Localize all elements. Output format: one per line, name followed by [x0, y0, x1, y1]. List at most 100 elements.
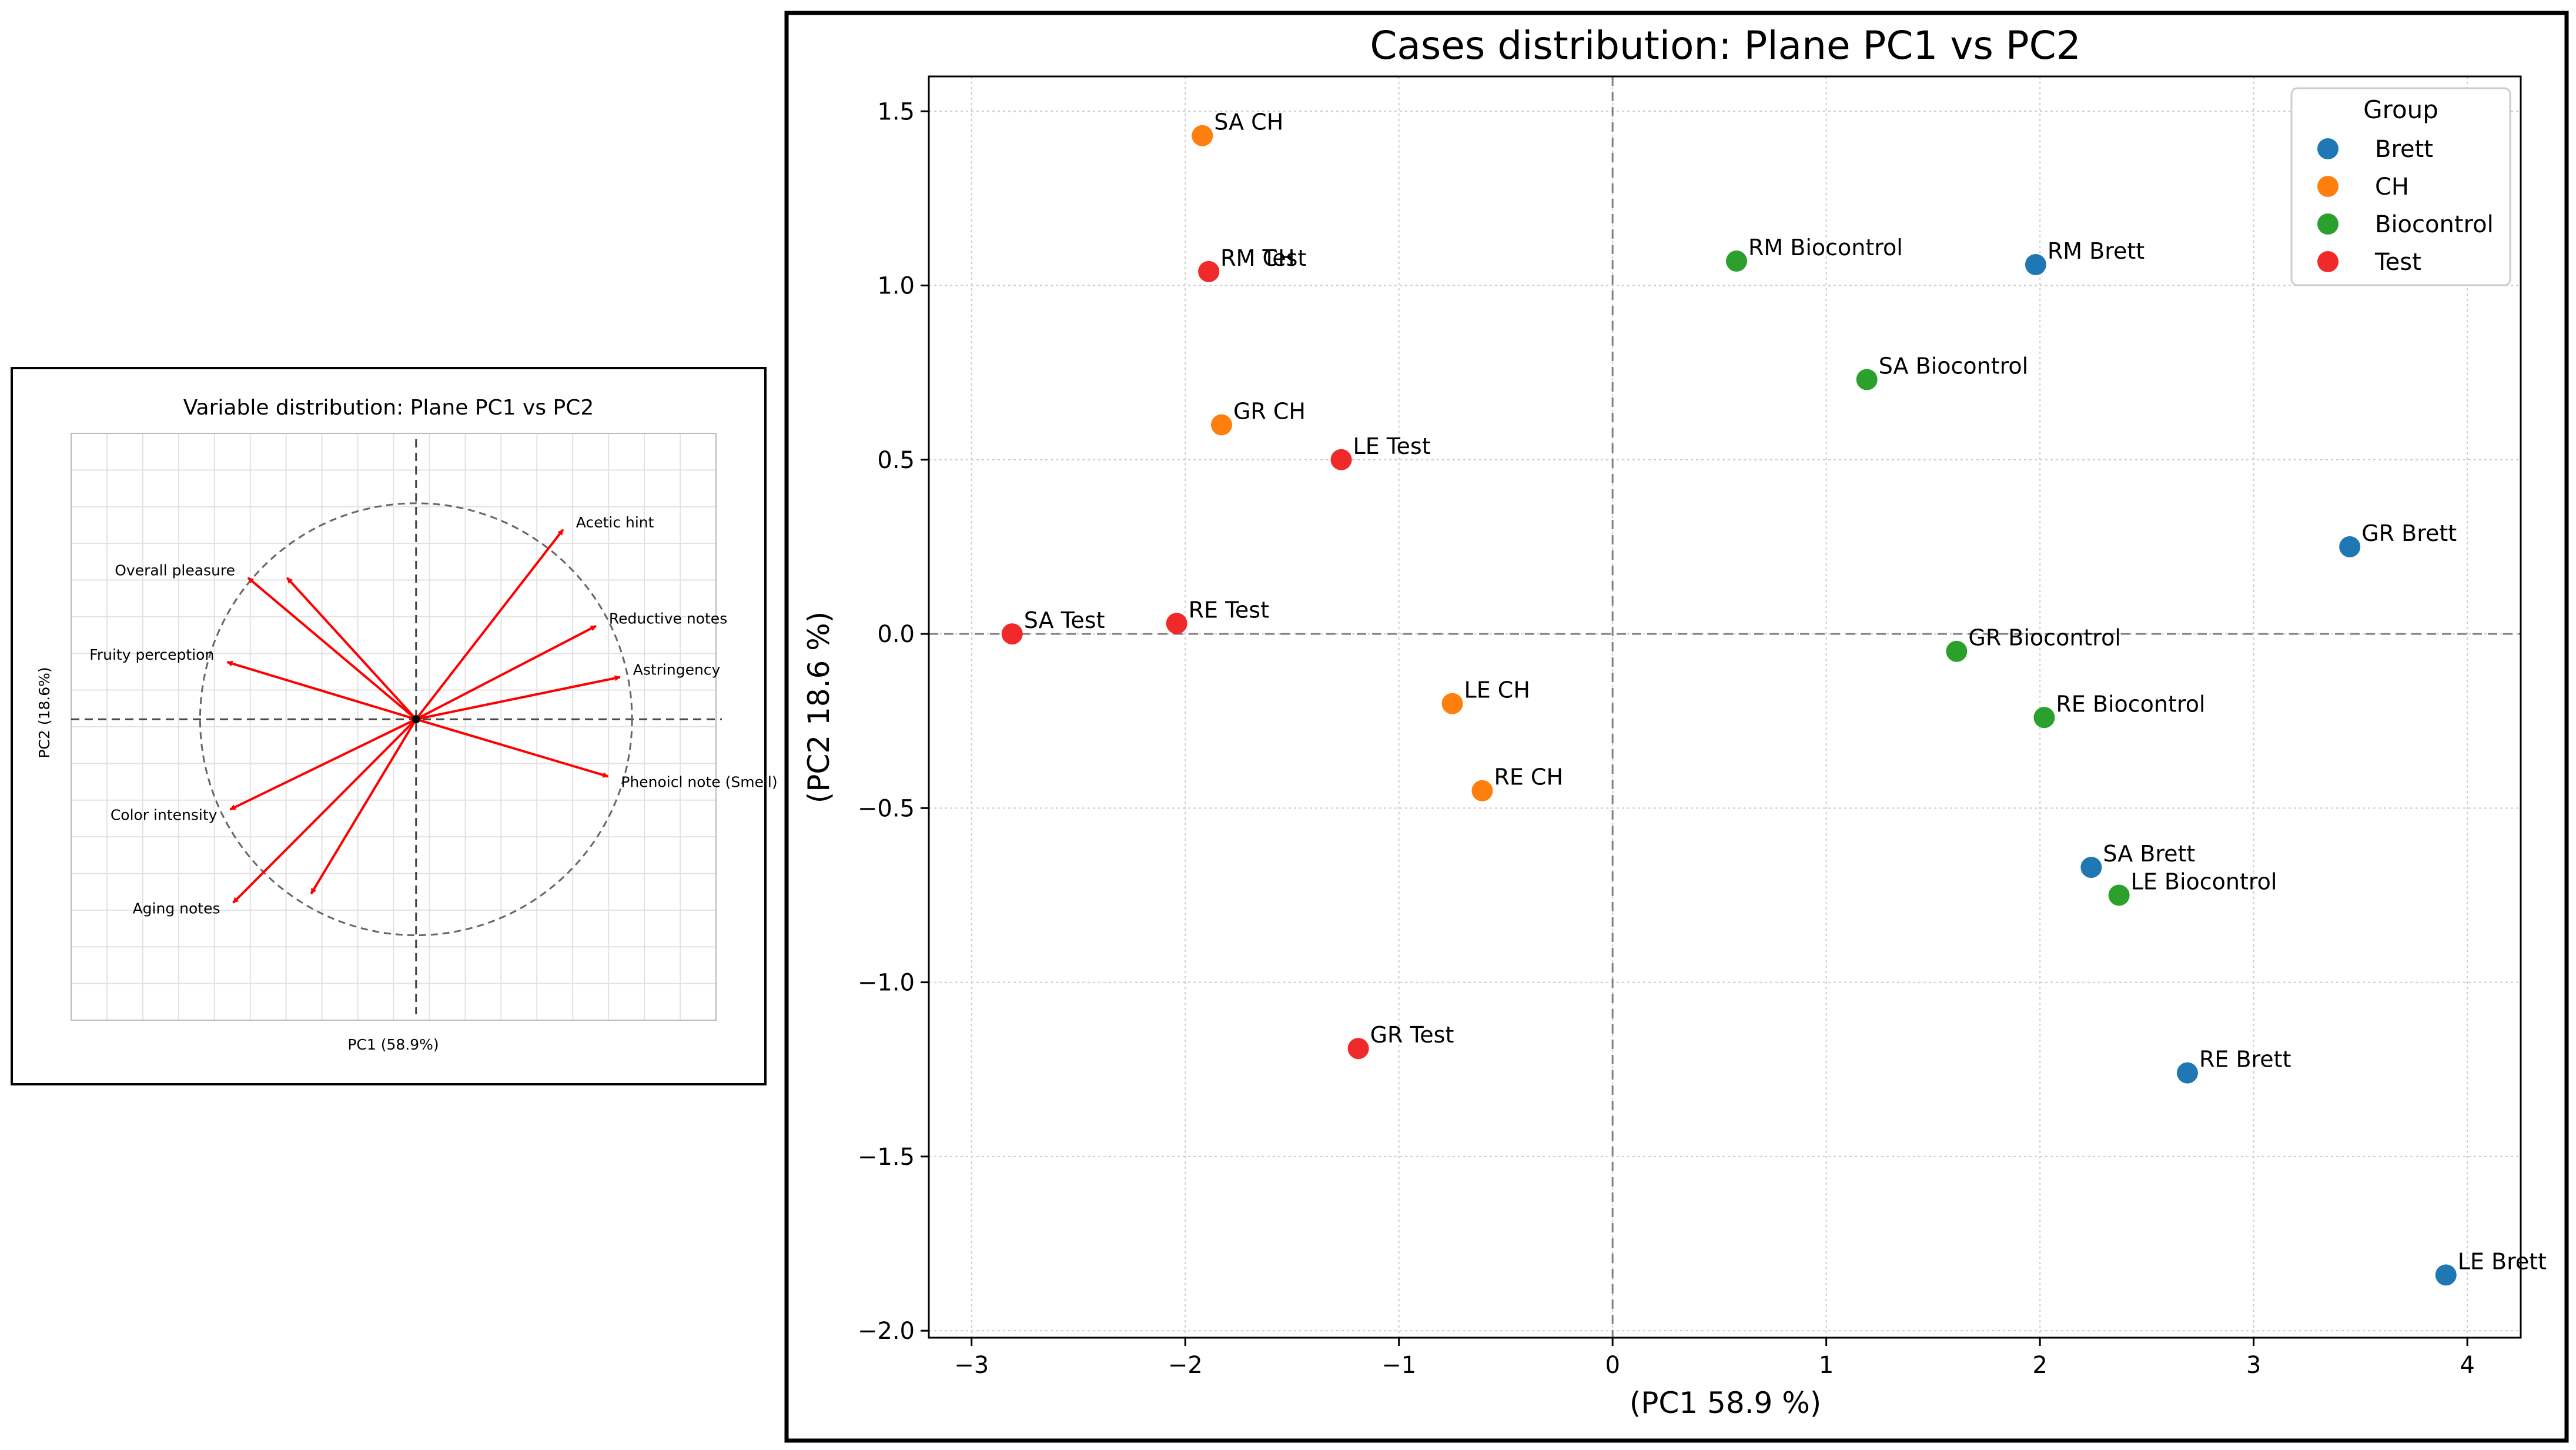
case-point — [2108, 884, 2130, 906]
x-tick-label: −2 — [1168, 1352, 1203, 1379]
case-point — [1471, 780, 1493, 801]
left-x-axis-label: PC1 (58.9%) — [347, 1036, 439, 1053]
case-point-label: LE Biocontrol — [2131, 868, 2277, 894]
case-point-label: RM Test — [1220, 245, 1306, 271]
legend: Group Brett CH Biocontrol Test — [2290, 87, 2511, 286]
case-point — [1946, 640, 1968, 662]
case-point-label: GR Test — [1370, 1022, 1454, 1048]
variable-vector-arrow — [415, 529, 564, 720]
right-origin-axes — [929, 76, 2521, 1338]
variable-distribution-panel: Variable distribution: Plane PC1 vs PC2 … — [11, 367, 778, 1085]
variable-vector-arrow — [310, 719, 417, 895]
right-x-axis-label: (PC1 58.9 %) — [1630, 1386, 1822, 1420]
variable-vector-arrow — [232, 718, 417, 904]
case-point-label: GR Brett — [2361, 520, 2457, 546]
y-tick-label: −1.0 — [858, 970, 915, 997]
x-tick-label: 1 — [1819, 1352, 1834, 1379]
case-point — [1856, 369, 1878, 390]
left-y-axis-label: PC2 (18.6%) — [36, 667, 53, 758]
case-point — [2339, 536, 2361, 557]
origin-point — [412, 715, 420, 724]
case-point — [1210, 414, 1232, 436]
variable-vector-label: Acetic hint — [576, 514, 654, 531]
case-point — [1198, 260, 1220, 282]
variable-vector-arrow — [247, 577, 417, 720]
case-point — [2176, 1062, 2198, 1084]
y-tick-label: −1.5 — [858, 1144, 915, 1171]
x-tick-label: −1 — [1381, 1352, 1416, 1379]
case-point-label: RM CH — [1220, 245, 1294, 271]
left-grid — [71, 433, 716, 1020]
case-point-label: RE Brett — [2199, 1047, 2291, 1073]
variable-vector-label: Fruity perception — [89, 646, 214, 663]
case-point — [2435, 1264, 2457, 1286]
case-point-label: RM Biocontrol — [1748, 235, 1903, 260]
variable-vector-label: Phenoicl note (Smell) — [621, 773, 777, 790]
case-point-label: RE Biocontrol — [2056, 691, 2205, 717]
case-point-label: SA Brett — [2103, 841, 2195, 867]
legend-marker — [2317, 251, 2339, 272]
case-point — [1166, 613, 1187, 634]
variable-vector-arrow — [415, 624, 597, 720]
variable-vector-arrow — [286, 577, 417, 720]
legend-label: Brett — [2375, 136, 2433, 163]
variable-vectors: Acetic hint Reductive notes Astringency Phe… — [89, 514, 777, 917]
variable-vector-arrow — [416, 675, 621, 721]
case-point — [1001, 623, 1023, 645]
variable-vector-label: Overall pleasure — [115, 562, 235, 579]
x-tick-label: −3 — [954, 1352, 989, 1379]
case-point — [2080, 857, 2102, 878]
variable-vector-label: Astringency — [633, 661, 721, 679]
variable-vector-arrow — [229, 718, 417, 811]
case-point-label: LE Brett — [2458, 1248, 2547, 1274]
y-tick-label: 0.0 — [877, 621, 915, 648]
legend-label: Biocontrol — [2375, 211, 2494, 238]
variable-vector-arrow — [416, 718, 609, 778]
legend-items: Brett CH Biocontrol Test — [2317, 136, 2494, 276]
right-chart-title: Cases distribution: Plane PC1 vs PC2 — [1370, 23, 2080, 68]
case-point-label: SA Test — [1024, 607, 1105, 633]
case-point — [1725, 250, 1747, 272]
legend-title: Group — [2363, 95, 2438, 124]
legend-box — [2290, 87, 2511, 286]
x-tick-label: 3 — [2246, 1352, 2261, 1379]
y-tick-label: 1.0 — [877, 273, 915, 300]
variable-vector-label: Reductive notes — [609, 610, 727, 627]
case-point-label: LE CH — [1464, 677, 1530, 703]
legend-label: Test — [2374, 249, 2421, 276]
left-chart-title: Variable distribution: Plane PC1 vs PC2 — [183, 396, 594, 420]
right-plot-frame — [928, 75, 2522, 1339]
case-point-label: RM Brett — [2048, 238, 2145, 264]
correlation-circle — [199, 502, 633, 937]
case-point-label: SA CH — [1214, 109, 1283, 135]
variable-vector-arrow — [226, 660, 417, 721]
legend-label: CH — [2375, 173, 2409, 201]
case-point — [1441, 693, 1463, 714]
legend-marker — [2317, 138, 2339, 159]
case-point — [1330, 449, 1352, 470]
case-point — [2033, 707, 2055, 729]
right-y-axis-label: (PC2 18.6 %) — [802, 612, 836, 804]
left-plot-frame — [71, 433, 717, 1021]
left-origin-axes — [71, 439, 722, 1014]
variable-vector-label: Color intensity — [111, 807, 218, 824]
legend-marker — [2317, 213, 2339, 235]
case-point-label: GR Biocontrol — [1968, 625, 2121, 651]
y-tick-label: 0.5 — [877, 447, 915, 474]
x-tick-label: 0 — [1605, 1352, 1620, 1379]
y-tick-label: −0.5 — [858, 795, 915, 822]
case-point — [1192, 125, 1213, 146]
y-tick-label: −2.0 — [858, 1318, 915, 1345]
x-tick-label: 2 — [2032, 1352, 2047, 1379]
case-point-label: RE CH — [1494, 764, 1563, 790]
case-point-label: SA Biocontrol — [1879, 353, 2029, 379]
right-axis-ticks: −3 −2 −1 0 1 2 3 4 −2.0 −1.5 −1.0 −0.5 0.0 0.5 1.0 1.5 — [858, 98, 2475, 1379]
case-point-label: LE Test — [1353, 433, 1431, 459]
legend-marker — [2317, 176, 2339, 197]
y-tick-label: 1.5 — [877, 98, 915, 125]
case-point — [2025, 253, 2046, 275]
case-point-label: GR CH — [1233, 399, 1306, 425]
variable-vector-label: Aging notes — [133, 900, 220, 917]
case-point — [1347, 1038, 1369, 1060]
